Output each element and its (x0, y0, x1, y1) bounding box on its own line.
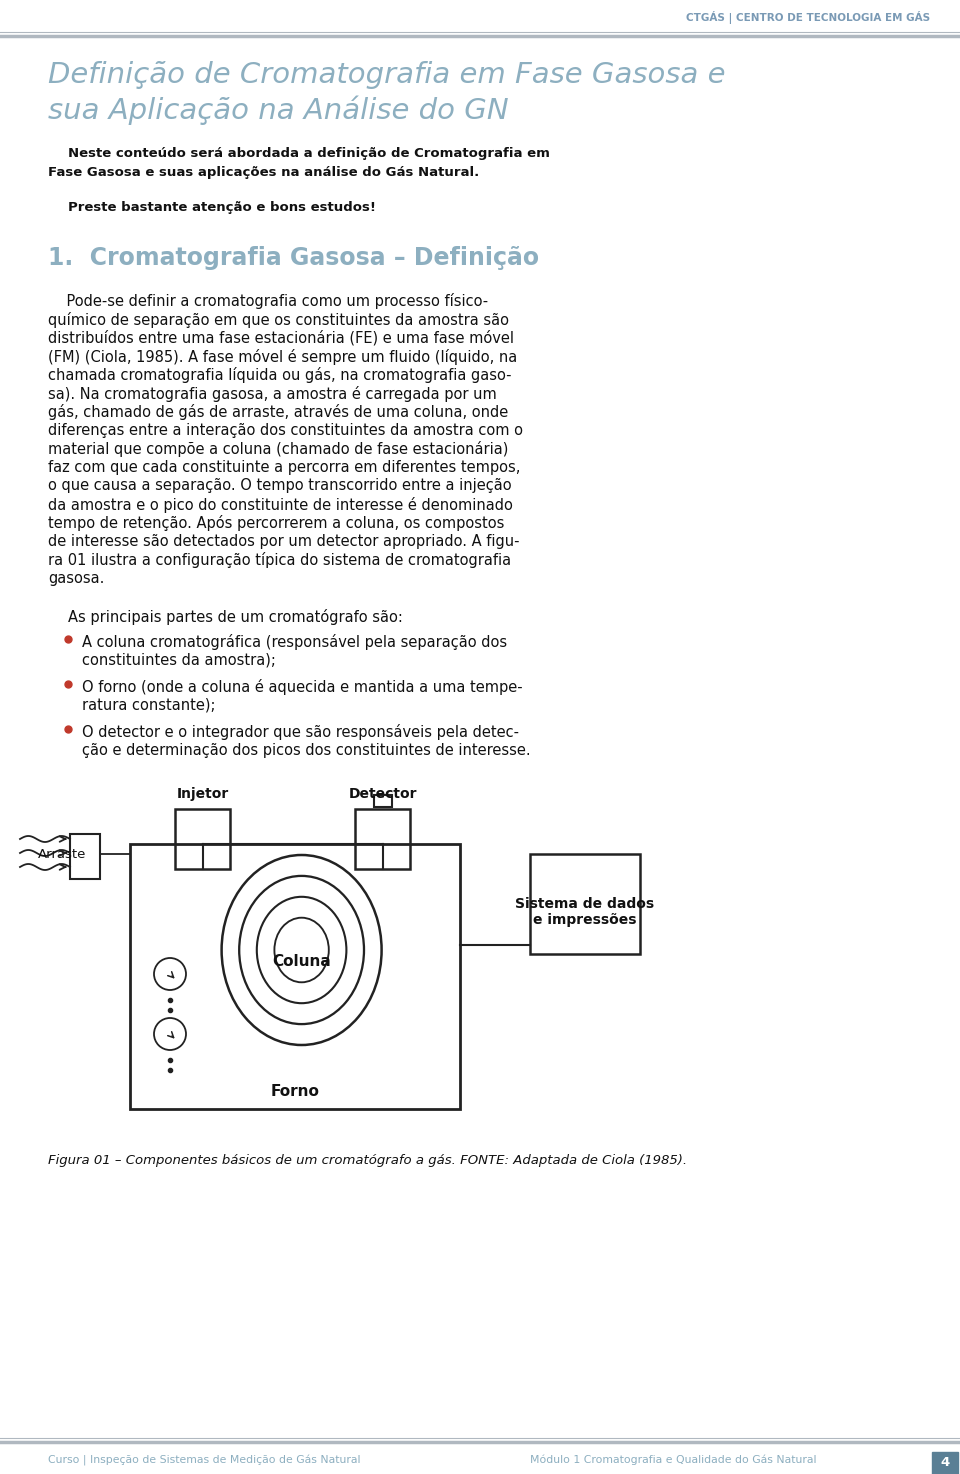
Text: químico de separação em que os constituintes da amostra são: químico de separação em que os constitui… (48, 311, 509, 327)
Text: A coluna cromatográfica (responsável pela separação dos: A coluna cromatográfica (responsável pel… (82, 634, 507, 650)
Text: sa). Na cromatografia gasosa, a amostra é carregada por um: sa). Na cromatografia gasosa, a amostra … (48, 386, 496, 401)
Text: da amostra e o pico do constituinte de interesse é denominado: da amostra e o pico do constituinte de i… (48, 497, 513, 513)
Text: 4: 4 (941, 1456, 949, 1470)
Text: gás, chamado de gás de arraste, através de uma coluna, onde: gás, chamado de gás de arraste, através … (48, 404, 508, 420)
Text: faz com que cada constituinte a percorra em diferentes tempos,: faz com que cada constituinte a percorra… (48, 460, 520, 475)
Text: material que compõe a coluna (chamado de fase estacionária): material que compõe a coluna (chamado de… (48, 441, 509, 457)
Text: o que causa a separação. O tempo transcorrido entre a injeção: o que causa a separação. O tempo transco… (48, 478, 512, 492)
Bar (530, 853, 640, 954)
Text: Coluna: Coluna (273, 955, 331, 970)
Text: Módulo 1 Cromatografia e Qualidade do Gás Natural: Módulo 1 Cromatografia e Qualidade do Gá… (530, 1455, 817, 1465)
Text: 1.  Cromatografia Gasosa – Definição: 1. Cromatografia Gasosa – Definição (48, 246, 540, 270)
Text: ratura constante);: ratura constante); (82, 697, 215, 712)
Text: Injetor: Injetor (177, 787, 228, 800)
Text: sua Aplicação na Análise do GN: sua Aplicação na Análise do GN (48, 96, 509, 125)
Text: Fase Gasosa e suas aplicações na análise do Gás Natural.: Fase Gasosa e suas aplicações na análise… (48, 165, 479, 178)
Bar (175, 809, 230, 870)
Text: ra 01 ilustra a configuração típica do sistema de cromatografia: ra 01 ilustra a configuração típica do s… (48, 551, 511, 567)
Bar (932, 1452, 958, 1474)
Text: Neste conteúdo será abordada a definição de Cromatografia em: Neste conteúdo será abordada a definição… (68, 146, 550, 159)
Text: distribuídos entre uma fase estacionária (FE) e uma fase móvel: distribuídos entre uma fase estacionária… (48, 330, 514, 345)
Text: ção e determinação dos picos dos constituintes de interesse.: ção e determinação dos picos dos constit… (82, 743, 531, 758)
Text: Preste bastante atenção e bons estudos!: Preste bastante atenção e bons estudos! (68, 200, 376, 214)
Text: Figura 01 – Componentes básicos de um cromatógrafo a gás. FONTE: Adaptada de Cio: Figura 01 – Componentes básicos de um cr… (48, 1154, 687, 1167)
Text: Forno: Forno (271, 1083, 320, 1098)
Text: Sistema de dados
e impressões: Sistema de dados e impressões (516, 896, 655, 927)
Text: (FM) (Ciola, 1985). A fase móvel é sempre um fluido (líquido, na: (FM) (Ciola, 1985). A fase móvel é sempr… (48, 348, 517, 364)
Text: O forno (onde a coluna é aquecida e mantida a uma tempe-: O forno (onde a coluna é aquecida e mant… (82, 680, 522, 696)
Bar (355, 809, 410, 870)
Text: Detector: Detector (348, 787, 417, 800)
Text: gasosa.: gasosa. (48, 570, 105, 585)
Bar (70, 834, 100, 879)
Text: constituintes da amostra);: constituintes da amostra); (82, 653, 276, 668)
Text: diferenças entre a interação dos constituintes da amostra com o: diferenças entre a interação dos constit… (48, 423, 523, 438)
Text: O detector e o integrador que são responsáveis pela detec-: O detector e o integrador que são respon… (82, 724, 519, 740)
Text: de interesse são detectados por um detector apropriado. A figu-: de interesse são detectados por um detec… (48, 534, 519, 548)
Text: Pode-se definir a cromatografia como um processo físico-: Pode-se definir a cromatografia como um … (48, 293, 488, 310)
Bar (373, 794, 392, 806)
Text: chamada cromatografia líquida ou gás, na cromatografia gaso-: chamada cromatografia líquida ou gás, na… (48, 367, 512, 383)
Text: As principais partes de um cromatógrafo são:: As principais partes de um cromatógrafo … (68, 609, 403, 625)
Text: Curso | Inspeção de Sistemas de Medição de Gás Natural: Curso | Inspeção de Sistemas de Medição … (48, 1455, 361, 1465)
Bar (130, 845, 460, 1108)
Text: tempo de retenção. Após percorrerem a coluna, os compostos: tempo de retenção. Após percorrerem a co… (48, 514, 504, 531)
Text: Arraste: Arraste (38, 848, 86, 861)
Text: Definição de Cromatografia em Fase Gasosa e: Definição de Cromatografia em Fase Gasos… (48, 60, 726, 88)
Text: CTGÁS | CENTRO DE TECNOLOGIA EM GÁS: CTGÁS | CENTRO DE TECNOLOGIA EM GÁS (685, 10, 930, 24)
